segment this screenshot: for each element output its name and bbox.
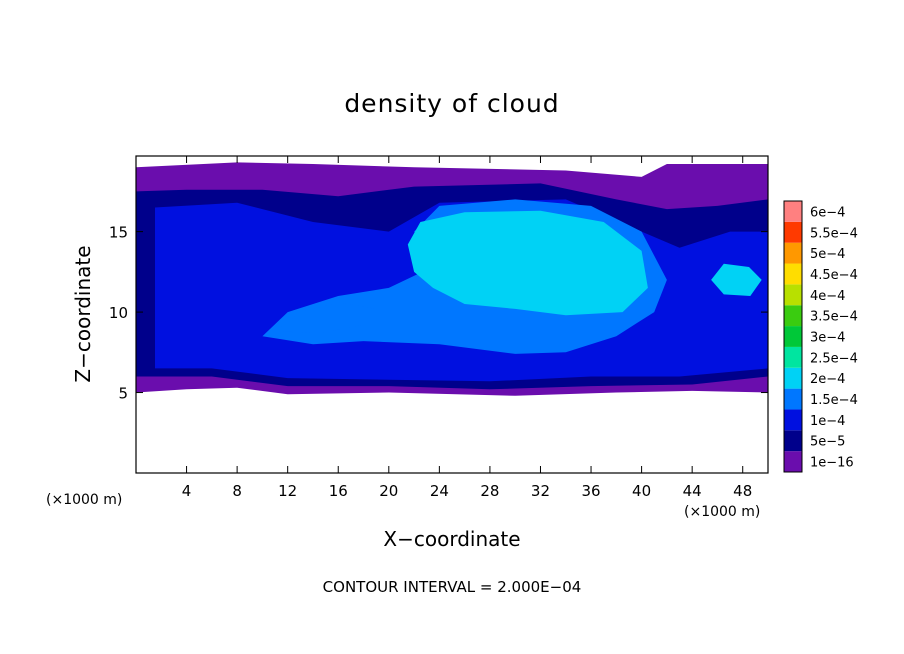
colorbar-swatch-6 xyxy=(784,326,802,347)
colorbar-swatch-12 xyxy=(784,201,802,222)
y-tick-label-0: 5 xyxy=(118,385,128,403)
x-tick-label-4: 20 xyxy=(379,482,398,500)
density-region-6 xyxy=(275,302,377,333)
colorbar-swatch-0 xyxy=(784,451,802,472)
x-tick-label-7: 32 xyxy=(531,482,550,500)
colorbar-label-3: 1.5e−4 xyxy=(810,393,858,408)
y-axis-label: Z−coordinate xyxy=(71,245,95,382)
plot-frame xyxy=(135,155,769,474)
colorbar: 1e−16 5e−5 1e−4 1.5e−4 2e−4 2.5e−4 3e−4 3.5e−4 4… xyxy=(783,200,858,473)
y-tick-label-1: 10 xyxy=(109,304,128,322)
colorbar-swatch-11 xyxy=(784,221,802,243)
x-axis-ticks: 4 8 12 16 20 24 28 32 36 40 44 48 xyxy=(182,156,752,500)
x-tick-label-9: 40 xyxy=(632,482,651,500)
colorbar-swatch-9 xyxy=(784,263,802,285)
colorbar-label-0: 1e−16 xyxy=(810,456,854,471)
colorbar-label-12: 6e−4 xyxy=(810,205,845,220)
colorbar-swatch-8 xyxy=(784,284,802,306)
y-tick-label-2: 15 xyxy=(109,224,128,242)
y-axis-ticks: 5 10 15 xyxy=(109,224,768,403)
x-tick-label-1: 8 xyxy=(232,482,242,500)
colorbar-frame xyxy=(783,200,803,473)
colorbar-label-2: 1e−4 xyxy=(810,414,845,429)
chart-title: density of cloud xyxy=(344,89,559,118)
colorbar-label-4: 2e−4 xyxy=(810,372,845,387)
density-region-5 xyxy=(711,263,762,296)
x-axis-unit-left: (×1000 m) xyxy=(46,492,122,508)
colorbar-label-5: 2.5e−4 xyxy=(810,351,858,366)
x-tick-label-11: 48 xyxy=(733,482,752,500)
colorbar-swatch-4 xyxy=(784,367,802,389)
x-axis-unit-right: (×1000 m) xyxy=(684,504,760,520)
colorbar-label-9: 4.5e−4 xyxy=(810,268,858,283)
x-axis-label: X−coordinate xyxy=(383,527,520,551)
colorbar-label-11: 5.5e−4 xyxy=(810,226,858,241)
x-tick-label-8: 36 xyxy=(581,482,600,500)
density-region-4 xyxy=(407,210,648,316)
colorbar-label-1: 5e−5 xyxy=(810,435,845,450)
colorbar-swatch-3 xyxy=(784,388,802,410)
x-tick-label-5: 24 xyxy=(430,482,449,500)
colorbar-swatch-5 xyxy=(784,346,802,368)
x-tick-label-6: 28 xyxy=(480,482,499,500)
x-tick-label-3: 16 xyxy=(329,482,348,500)
colorbar-swatch-7 xyxy=(784,305,802,327)
x-tick-label-2: 12 xyxy=(278,482,297,500)
colorbar-swatch-1 xyxy=(784,430,802,452)
colorbar-swatch-2 xyxy=(784,409,802,431)
colorbar-label-7: 3.5e−4 xyxy=(810,310,858,325)
colorbar-label-10: 5e−4 xyxy=(810,247,845,262)
x-tick-label-0: 4 xyxy=(182,482,192,500)
x-tick-label-10: 44 xyxy=(683,482,702,500)
colorbar-label-6: 3e−4 xyxy=(810,331,845,346)
density-regions xyxy=(136,162,768,396)
contour-interval-note: CONTOUR INTERVAL = 2.000E−04 xyxy=(323,578,582,596)
plot-area xyxy=(136,156,768,473)
colorbar-swatch-10 xyxy=(784,242,802,264)
colorbar-label-8: 4e−4 xyxy=(810,289,845,304)
